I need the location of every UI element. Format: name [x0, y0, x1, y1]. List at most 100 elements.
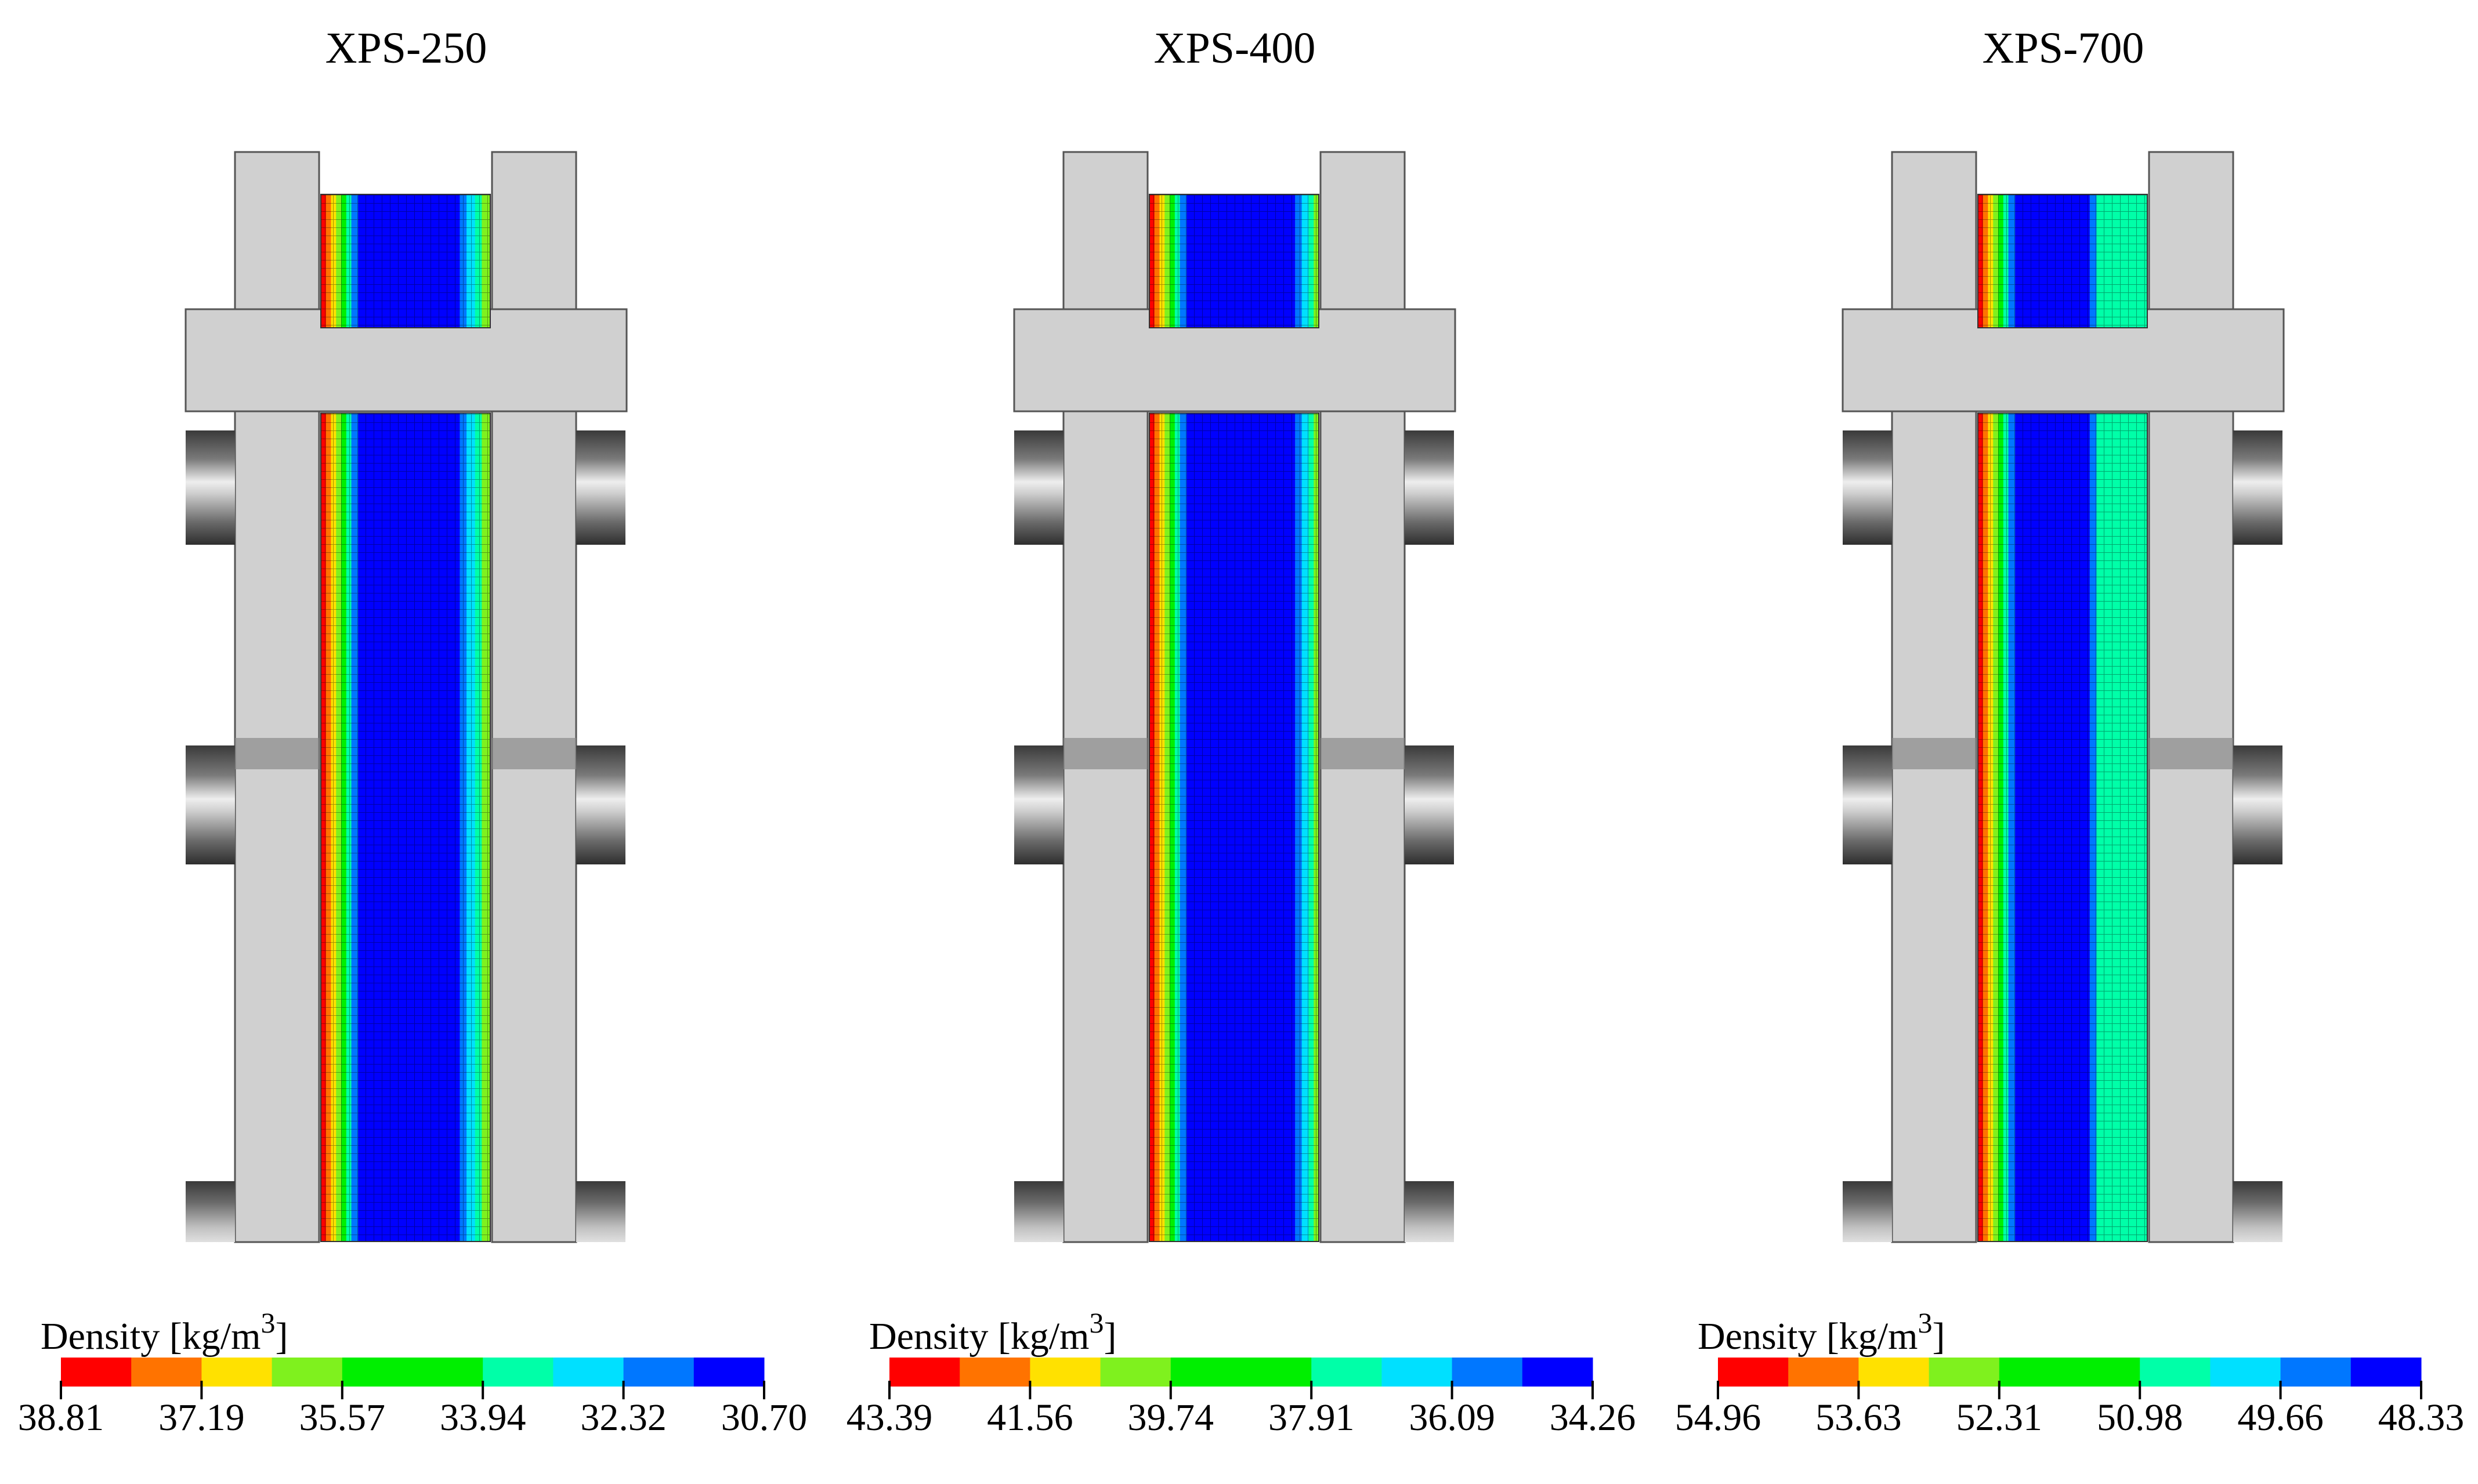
panel-title: XPS-700: [1983, 24, 2144, 73]
colorbar-ticks: 54.96 53.63 52.31 50.98 49.66 48.33: [1675, 1381, 2465, 1439]
specimen-outline: [1977, 194, 2148, 328]
colorbar-cell: [2070, 1358, 2140, 1387]
colorbar-tick-label: 38.81: [18, 1396, 104, 1439]
colorbar-tick-label: 41.56: [987, 1396, 1073, 1439]
right-clamp-1: [2233, 430, 2282, 545]
left-clamp-3: [186, 1181, 235, 1242]
right-collar-1: [1321, 738, 1405, 769]
specimen-outline: [1149, 194, 1319, 328]
colorbar-cell: [413, 1358, 483, 1387]
colorbar-cell: [1999, 1358, 2070, 1387]
colorbar-tick-label: 43.39: [847, 1396, 933, 1439]
colorbar-tick-label: 39.74: [1128, 1396, 1214, 1439]
right-clamp-1: [1405, 430, 1454, 545]
mesh-overlay: [1149, 413, 1319, 1242]
specimen-contour: [1149, 194, 1319, 1242]
colorbar: Density [kg/m3] 54.96 53.63 52.31 50.98 49.6…: [1675, 1306, 2465, 1439]
colorbar-ticks: 43.39 41.56 39.74 37.91 36.09 34.26: [847, 1381, 1636, 1439]
colorbar: Density [kg/m3] 43.39 41.56 39.74 37.91 36.0…: [847, 1306, 1636, 1439]
colorbar-cell: [1452, 1358, 1523, 1387]
colorbar-cell: [1241, 1358, 1312, 1387]
left-clamp-2: [1843, 745, 1892, 864]
top-left-block: [1062, 151, 1149, 330]
specimen-main-strip: [1977, 412, 2148, 1242]
specimen-main-strip: [320, 412, 491, 1242]
colorbar-label-text: Density [kg/m: [41, 1315, 261, 1358]
test-fixture: [1013, 151, 1456, 1243]
colorbar-cell: [342, 1358, 413, 1387]
colorbar-tick-label: 50.98: [2097, 1396, 2183, 1439]
colorbar-label-close: ]: [275, 1315, 288, 1358]
left-collar-1: [1063, 738, 1148, 769]
specimen-outline: [320, 194, 491, 328]
colorbar-label-sup: 3: [1089, 1306, 1104, 1339]
colorbar-label-text: Density [kg/m: [869, 1315, 1089, 1358]
right-column: [491, 410, 577, 1243]
colorbar-tick-label: 32.32: [580, 1396, 667, 1439]
colorbar-cell: [553, 1358, 624, 1387]
left-clamp-1: [1014, 430, 1063, 545]
colorbar-tick-label: 48.33: [2378, 1396, 2465, 1439]
colorbar: Density [kg/m3] 38.81 37.19 35.57 33.94 32.3…: [18, 1306, 808, 1439]
left-collar-1: [235, 738, 319, 769]
top-right-block: [2148, 151, 2234, 330]
specimen-outline: [320, 412, 491, 1242]
right-clamp-3: [1405, 1181, 1454, 1242]
specimen-top-strip: [320, 194, 491, 328]
colorbar-cell: [693, 1358, 765, 1387]
left-column: [1062, 410, 1149, 1243]
colorbar-cell: [1788, 1358, 1859, 1387]
specimen-outline: [1149, 412, 1319, 1242]
colorbar-cells: [889, 1358, 1593, 1387]
colorbar-cell: [1522, 1358, 1593, 1387]
colorbar-cell: [1381, 1358, 1453, 1387]
top-left-block: [1891, 151, 1977, 330]
left-column: [1891, 410, 1977, 1243]
left-column: [234, 410, 320, 1243]
left-clamp-1: [1843, 430, 1892, 545]
left-clamp-1: [186, 430, 235, 545]
colorbar-label: Density [kg/m3]: [869, 1306, 1116, 1358]
specimen-contour: [320, 194, 491, 1242]
left-clamp-3: [1014, 1181, 1063, 1242]
mesh-overlay: [321, 413, 490, 1242]
colorbar-label-sup: 3: [1918, 1306, 1932, 1339]
colorbar-label: Density [kg/m3]: [41, 1306, 288, 1358]
colorbar-cell: [201, 1358, 273, 1387]
test-fixture: [1842, 151, 2285, 1243]
mesh-overlay: [1978, 413, 2147, 1242]
right-clamp-3: [576, 1181, 625, 1242]
mesh-overlay: [1978, 194, 2147, 328]
colorbar-tick-label: 53.63: [1815, 1396, 1902, 1439]
right-clamp-2: [576, 745, 625, 864]
colorbar-cell: [1718, 1358, 1789, 1387]
colorbar-label: Density [kg/m3]: [1698, 1306, 1945, 1358]
colorbar-tick-label: 36.09: [1409, 1396, 1495, 1439]
right-clamp-1: [576, 430, 625, 545]
test-fixture: [185, 151, 628, 1243]
colorbar-tick-label: 35.57: [299, 1396, 386, 1439]
colorbar-tick-label: 33.94: [440, 1396, 526, 1439]
right-clamp-2: [2233, 745, 2282, 864]
crossbar: [1842, 308, 2285, 412]
right-column: [1319, 410, 1406, 1243]
colorbar-cell: [2280, 1358, 2352, 1387]
specimen-top-strip: [1977, 194, 2148, 328]
colorbar-cell: [1929, 1358, 2000, 1387]
colorbar-cell: [131, 1358, 202, 1387]
colorbar-tick-label: 37.19: [158, 1396, 245, 1439]
colorbar-tick-label: 54.96: [1675, 1396, 1761, 1439]
panel-xps-700: XPS-700 Density [kg/m3] 54.96 53.: [1675, 24, 2465, 1439]
colorbar-cell: [1170, 1358, 1242, 1387]
colorbar-cell: [1858, 1358, 1930, 1387]
colorbar-tick-label: 49.66: [2237, 1396, 2324, 1439]
colorbar-label-close: ]: [1104, 1315, 1116, 1358]
top-right-block: [1319, 151, 1406, 330]
top-right-block: [491, 151, 577, 330]
right-column: [2148, 410, 2234, 1243]
colorbar-cell: [1311, 1358, 1382, 1387]
colorbar-cell: [2140, 1358, 2211, 1387]
left-clamp-2: [1014, 745, 1063, 864]
colorbar-label-sup: 3: [261, 1306, 275, 1339]
colorbar-cell: [1030, 1358, 1101, 1387]
